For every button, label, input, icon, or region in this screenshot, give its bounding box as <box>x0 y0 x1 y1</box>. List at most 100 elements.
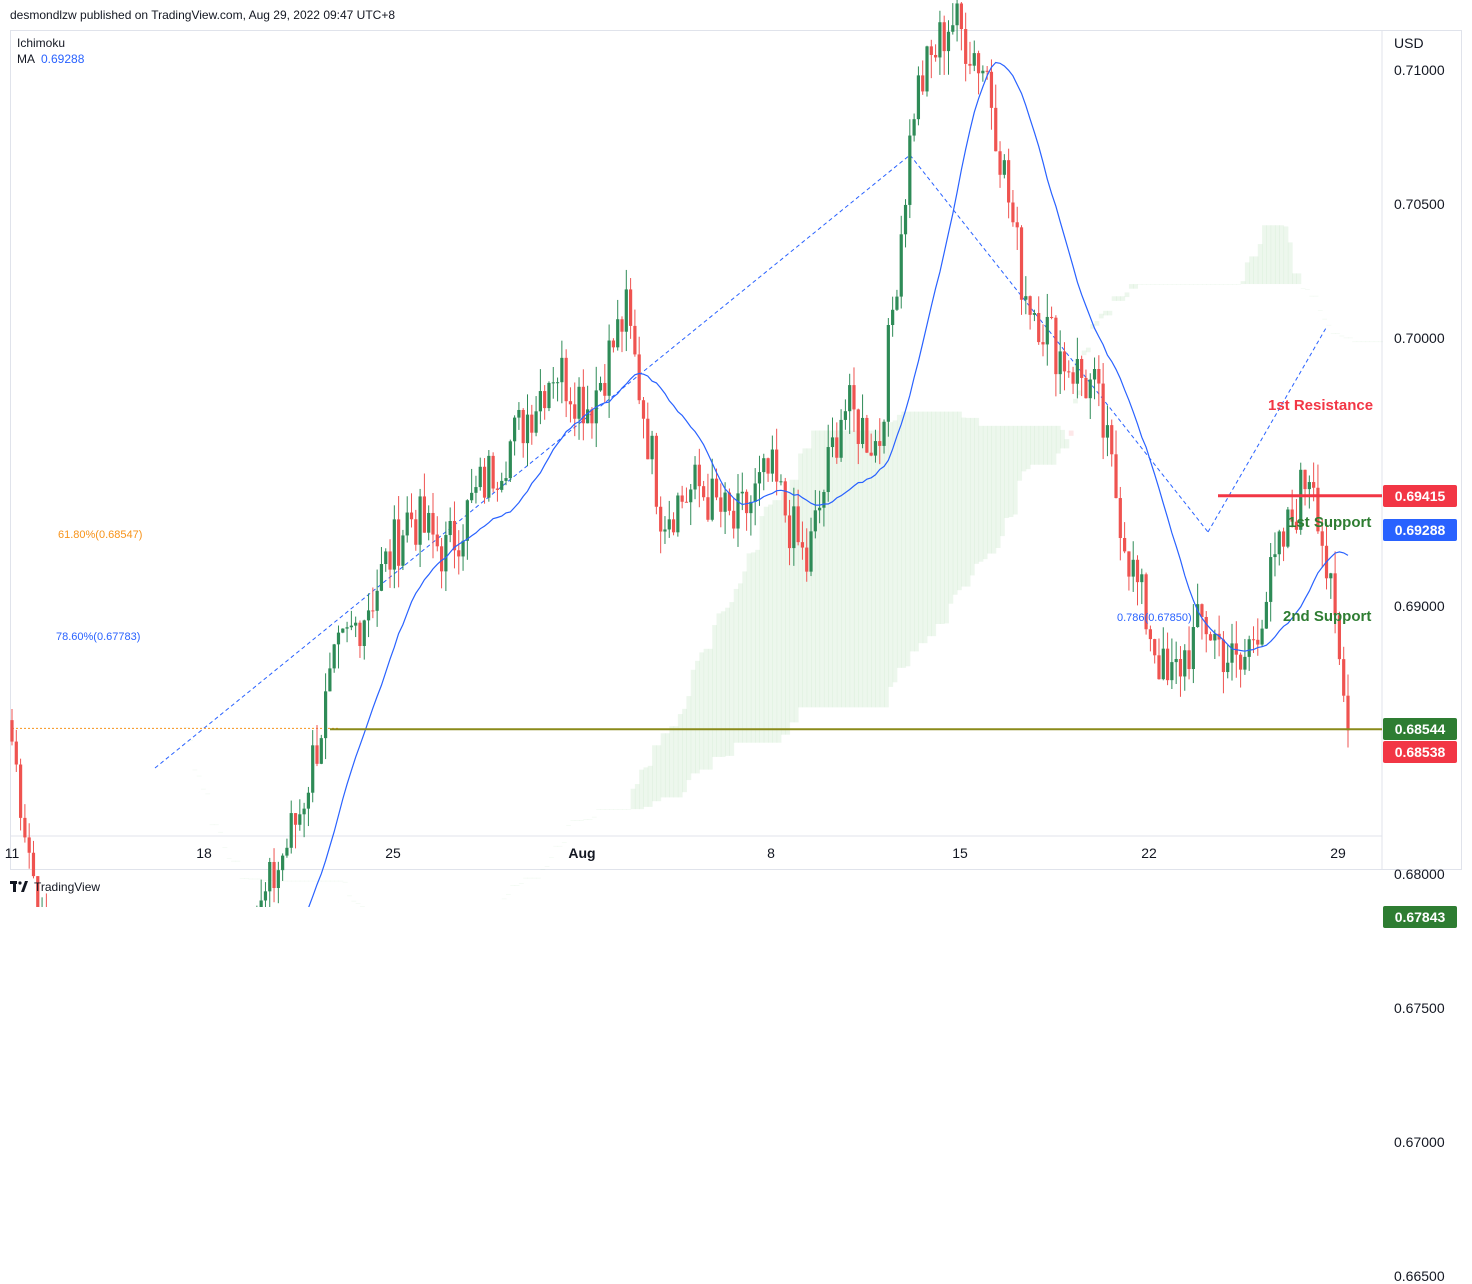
ma-value: 0.69288 <box>41 52 85 66</box>
cloud-slice <box>1249 256 1254 285</box>
candle-body <box>830 437 835 448</box>
candle-body <box>727 492 732 511</box>
cloud-slice <box>1124 292 1130 298</box>
cloud-slice <box>948 411 954 604</box>
publish-header: desmondlzw published on TradingView.com,… <box>0 0 1472 30</box>
cloud-slice <box>634 784 640 810</box>
candle-body <box>1230 643 1234 663</box>
cloud-slice <box>613 809 619 810</box>
cloud-slice <box>226 858 232 859</box>
cloud-slice <box>536 877 541 879</box>
candle-body <box>856 409 860 444</box>
cloud-slice <box>1369 341 1375 343</box>
cloud-slice <box>785 492 791 735</box>
cloud-slice <box>987 425 992 554</box>
candle-body <box>298 814 302 825</box>
candle-body <box>311 745 315 793</box>
candle-body <box>1337 615 1342 660</box>
candle-body <box>319 738 323 764</box>
candle-body <box>555 382 560 384</box>
cloud-slice <box>759 516 765 743</box>
cloud-slice <box>909 411 915 652</box>
candle-body <box>36 876 40 907</box>
candle-body <box>1256 639 1260 645</box>
cloud-slice <box>1262 225 1267 285</box>
candle-body <box>1092 369 1097 380</box>
y-tick-label: 0.70000 <box>1394 330 1445 346</box>
cloud-slice <box>1274 225 1280 285</box>
cloud-slice <box>553 845 559 847</box>
ma-label: MA <box>17 52 35 66</box>
cloud-slice <box>1219 284 1224 285</box>
price-chart[interactable] <box>0 0 1472 907</box>
cloud-slice <box>630 788 636 810</box>
candle-body <box>581 386 585 424</box>
candle-body <box>908 135 912 205</box>
cloud-slice <box>1116 296 1121 301</box>
cloud-slice <box>841 430 846 708</box>
cloud-slice <box>544 866 550 867</box>
candle-body <box>336 632 341 645</box>
level-lines <box>330 494 1382 731</box>
candle-body <box>474 487 478 493</box>
fib-786-right-label: 0.786(0.67850) <box>1117 612 1192 624</box>
candle-body <box>762 458 766 473</box>
candle-body <box>1243 656 1247 670</box>
y-tick-label: 0.68000 <box>1394 866 1445 882</box>
candle-body <box>392 519 396 570</box>
candle-body <box>1153 639 1157 656</box>
cloud-slice <box>222 847 228 848</box>
ma-legend[interactable]: MA 0.69288 <box>17 52 84 66</box>
cloud-slice <box>1373 341 1379 343</box>
candle-body <box>607 340 611 396</box>
cloud-slice <box>978 425 984 562</box>
cloud-slice <box>853 430 859 708</box>
cloud-slice <box>1064 439 1070 449</box>
candle-body <box>328 668 332 692</box>
candle-body <box>427 512 431 533</box>
cloud-slice <box>1047 425 1053 465</box>
cloud-slice <box>1141 284 1147 285</box>
candle-body <box>1015 222 1019 228</box>
candle-body <box>611 340 616 348</box>
x-tick-label: 11 <box>4 845 20 861</box>
price-tag: 0.69288 <box>1383 518 1457 541</box>
cloud-slice <box>690 669 696 774</box>
cloud-slice <box>1068 430 1074 436</box>
fib-trend-down <box>909 154 1209 533</box>
cloud-slice <box>982 425 988 560</box>
candle-body <box>418 496 422 545</box>
cloud-slice <box>1150 284 1156 285</box>
cloud-slice <box>1000 425 1005 537</box>
cloud-slice <box>591 816 597 818</box>
cloud-slice <box>342 881 348 883</box>
fib-786-left-label: 78.60%(0.67783) <box>56 631 141 643</box>
candle-body <box>813 510 817 532</box>
candle-body <box>384 551 388 565</box>
candle-body <box>1110 425 1114 455</box>
candle-body <box>379 564 384 591</box>
candle-body <box>1080 358 1084 378</box>
cloud-slice <box>772 500 778 743</box>
indicator-name[interactable]: Ichimoku <box>17 36 66 50</box>
candle-body <box>719 497 723 512</box>
candle-body <box>938 22 942 58</box>
cloud-slice <box>1266 225 1272 285</box>
footer[interactable]: TradingView <box>10 880 100 894</box>
candle-body <box>818 507 822 511</box>
candle-body <box>1037 312 1041 343</box>
candle-body <box>1187 650 1191 670</box>
candle-body <box>757 472 762 484</box>
candle-body <box>770 449 774 474</box>
cloud-slice <box>218 831 223 833</box>
candle-body <box>792 506 796 549</box>
cloud-slice <box>583 819 589 820</box>
candle-body <box>1204 616 1208 635</box>
cloud-slice <box>183 727 189 728</box>
cloud-slice <box>798 453 803 708</box>
candle-body <box>650 435 654 460</box>
chart-frame[interactable] <box>10 30 1462 870</box>
cloud-slice <box>639 769 644 810</box>
candle-body <box>1178 658 1183 677</box>
cloud-slice <box>802 448 808 708</box>
